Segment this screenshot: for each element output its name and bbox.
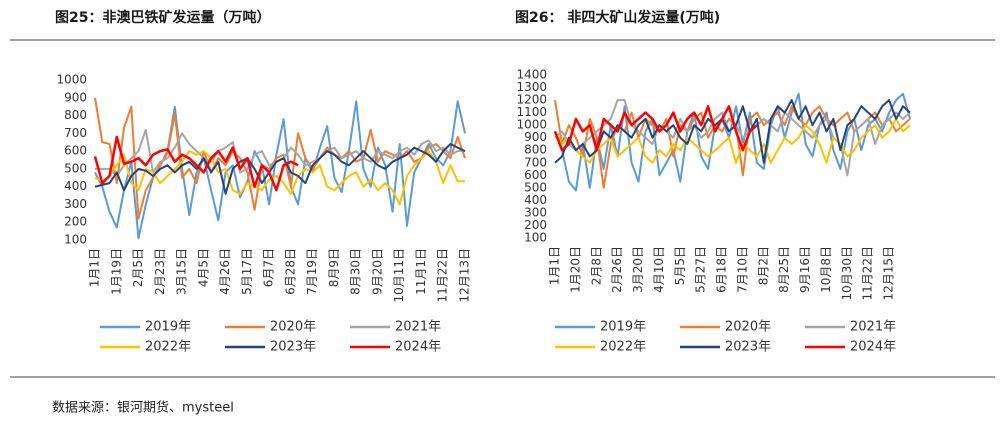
y-tick-label: 200 <box>64 215 87 229</box>
series-line <box>554 99 911 164</box>
y-tick-label: 300 <box>64 197 87 211</box>
y-tick-label: 900 <box>524 130 547 144</box>
series-line <box>94 100 466 240</box>
x-tick-label: 11月22日 <box>861 246 875 301</box>
legend-label: 2024年 <box>395 340 441 355</box>
x-tick-label: 1月19日 <box>109 248 123 295</box>
x-tick-label: 4月10日 <box>652 246 666 293</box>
y-tick-label: 100 <box>64 233 87 247</box>
y-tick-label: 700 <box>524 155 547 169</box>
x-tick-label: 1月1日 <box>548 246 562 285</box>
x-tick-label: 12月15日 <box>882 246 896 301</box>
legend-label: 2021年 <box>850 320 896 335</box>
legend-label: 2023年 <box>725 340 771 355</box>
x-tick-label: 7月19日 <box>305 248 319 295</box>
y-tick-label: 300 <box>524 205 547 219</box>
x-tick-label: 12月13日 <box>458 248 472 303</box>
legend-label: 2019年 <box>145 320 191 335</box>
x-tick-label: 6月18日 <box>715 246 729 293</box>
legend-label: 2022年 <box>145 340 191 355</box>
x-tick-label: 10月11日 <box>392 248 406 303</box>
y-tick-label: 200 <box>524 218 547 232</box>
legend-label: 2020年 <box>270 320 316 335</box>
x-tick-label: 10月30日 <box>840 246 854 301</box>
source: 数据来源：银河期货、mysteel <box>52 400 234 416</box>
x-tick-label: 6月7日 <box>262 248 276 287</box>
chart-title: 图26： 非四大矿山发运量(万吨) <box>515 9 720 26</box>
x-tick-label: 1月1日 <box>88 248 102 287</box>
legend-label: 2020年 <box>725 320 771 335</box>
y-tick-label: 100 <box>524 231 547 245</box>
y-tick-label: 900 <box>64 90 87 104</box>
chart-title: 图25：非澳巴铁矿发运量（万吨） <box>55 9 270 26</box>
x-tick-label: 8月30日 <box>349 248 363 295</box>
x-tick-label: 2月5日 <box>131 248 145 287</box>
x-tick-label: 9月20日 <box>370 248 384 295</box>
y-tick-label: 600 <box>64 144 87 158</box>
x-tick-label: 5月17日 <box>240 248 254 295</box>
legend-label: 2023年 <box>270 340 316 355</box>
series-line <box>554 117 911 164</box>
x-tick-label: 5月27日 <box>694 246 708 293</box>
y-tick-label: 800 <box>524 143 547 157</box>
x-tick-label: 5月5日 <box>673 246 687 285</box>
x-tick-label: 1月20日 <box>568 246 582 293</box>
y-tick-label: 500 <box>524 180 547 194</box>
x-tick-label: 8月2日 <box>756 246 770 285</box>
y-tick-label: 1300 <box>516 80 547 94</box>
legend-label: 2022年 <box>600 340 646 355</box>
y-tick-label: 1100 <box>516 105 547 119</box>
y-tick-label: 800 <box>64 108 87 122</box>
x-tick-label: 6月28日 <box>283 248 297 295</box>
x-tick-label: 8月9日 <box>327 248 341 287</box>
y-tick-label: 600 <box>524 168 547 182</box>
x-tick-label: 9月16日 <box>798 246 812 293</box>
x-tick-label: 2月26日 <box>610 246 624 293</box>
y-tick-label: 1400 <box>516 68 547 82</box>
legend-label: 2021年 <box>395 320 441 335</box>
x-tick-label: 2月8日 <box>589 246 603 285</box>
series-line <box>554 92 911 192</box>
x-tick-label: 4月26日 <box>218 248 232 295</box>
x-tick-label: 7月10日 <box>735 246 749 293</box>
y-tick-label: 1000 <box>56 73 87 87</box>
x-tick-label: 8月25日 <box>777 246 791 293</box>
x-tick-label: 11月1日 <box>414 248 428 295</box>
legend-label: 2019年 <box>600 320 646 335</box>
x-tick-label: 2月23日 <box>153 248 167 295</box>
y-tick-label: 700 <box>64 126 87 140</box>
x-tick-label: 3月20日 <box>631 246 645 293</box>
x-tick-label: 10月8日 <box>819 246 833 293</box>
legend-label: 2024年 <box>850 340 896 355</box>
series-line <box>553 105 758 152</box>
y-tick-label: 400 <box>524 193 547 207</box>
y-tick-label: 500 <box>64 161 87 175</box>
x-tick-label: 3月15日 <box>175 248 189 295</box>
y-tick-label: 1200 <box>516 93 547 107</box>
series-line <box>93 135 299 192</box>
x-tick-label: 11月22日 <box>436 248 450 303</box>
x-tick-label: 4月5日 <box>196 248 210 287</box>
y-tick-label: 1000 <box>516 118 547 132</box>
series-line <box>94 143 466 195</box>
y-tick-label: 400 <box>64 179 87 193</box>
